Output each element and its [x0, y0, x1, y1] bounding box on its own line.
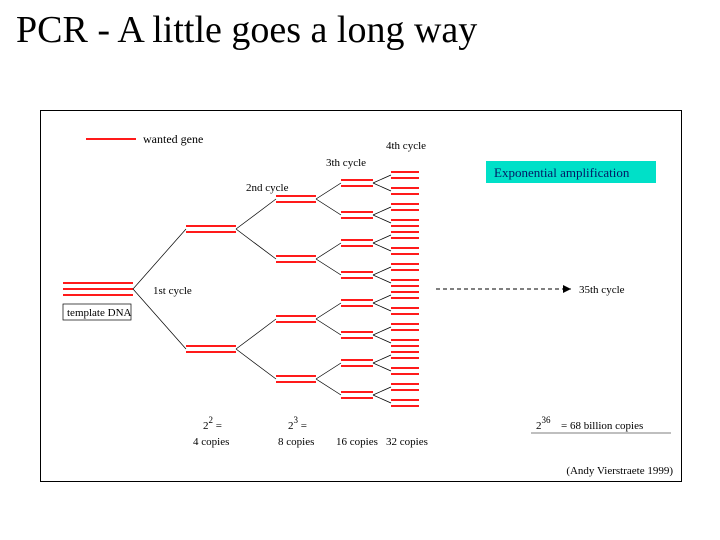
template-dna: template DNA [63, 283, 133, 320]
connectors-c3 [316, 183, 341, 395]
connectors-c2 [236, 199, 276, 379]
cycle-2-label: 2nd cycle [246, 182, 289, 194]
svg-text:22 =: 22 = [203, 415, 222, 432]
svg-text:= 68 billion copies: = 68 billion copies [561, 420, 643, 432]
svg-text:236: 236 [536, 415, 551, 432]
connectors-c4 [373, 175, 391, 403]
legend: wanted gene [86, 132, 203, 146]
cycle-1 [186, 226, 236, 352]
legend-label: wanted gene [143, 132, 203, 146]
cycle-1-label: 1st cycle [153, 285, 192, 297]
svg-text:Exponential amplification: Exponential amplification [494, 165, 630, 180]
cycle-4 [391, 172, 419, 406]
template-label: template DNA [67, 307, 132, 319]
svg-text:8 copies: 8 copies [278, 436, 314, 448]
svg-text:32 copies: 32 copies [386, 436, 428, 448]
cycle-3 [341, 180, 373, 398]
exponential-badge: Exponential amplification [486, 161, 656, 183]
svg-text:16 copies: 16 copies [336, 436, 378, 448]
credit: (Andy Vierstraete 1999) [566, 465, 673, 477]
cycle-35-label: 35th cycle [579, 284, 625, 296]
arrow-35th: 35th cycle [436, 284, 625, 296]
svg-text:4 copies: 4 copies [193, 436, 229, 448]
svg-text:23 =: 23 = [288, 415, 307, 432]
pcr-diagram: wanted gene template DNA 1st cycle [40, 110, 682, 482]
exponent-row: 22 = 4 copies 23 = 8 copies 16 copies 32… [193, 415, 671, 448]
page-title: PCR - A little goes a long way [0, 0, 720, 52]
cycle-4-label: 4th cycle [386, 140, 426, 152]
cycle-2 [276, 196, 316, 382]
cycle-3-label: 3th cycle [326, 157, 366, 169]
